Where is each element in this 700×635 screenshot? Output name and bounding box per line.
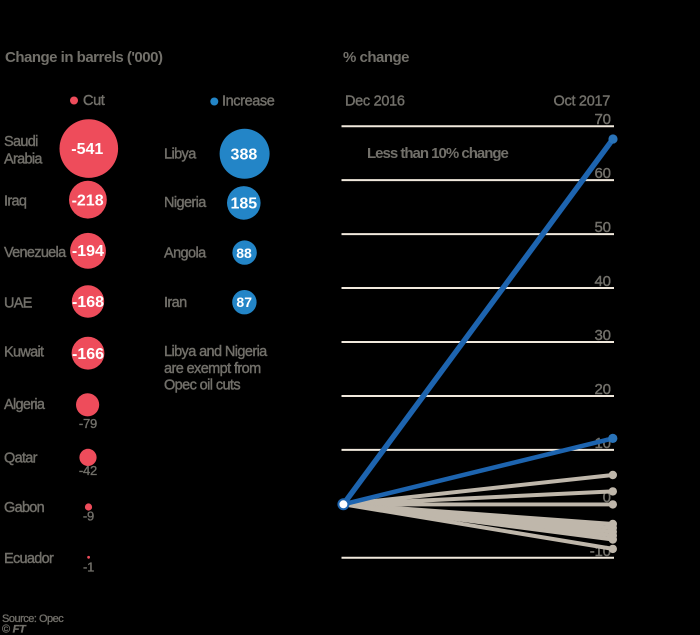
svg-text:185: 185 [230,196,257,213]
svg-text:-9: -9 [83,509,94,524]
svg-text:Qatar: Qatar [4,451,38,467]
svg-text:Ecuador: Ecuador [4,551,54,567]
svg-text:Iran: Iran [164,295,187,311]
svg-text:50: 50 [595,219,611,236]
svg-text:87: 87 [236,294,252,310]
svg-text:Libya: Libya [164,146,197,162]
svg-text:Oct 2017: Oct 2017 [554,93,611,109]
svg-text:Arabia: Arabia [4,152,43,168]
svg-text:Dec 2016: Dec 2016 [345,93,405,109]
svg-text:Iraq: Iraq [4,194,27,210]
svg-text:Increase: Increase [222,94,275,110]
svg-text:-166: -166 [72,346,104,363]
svg-text:0: 0 [603,489,611,506]
svg-text:-42: -42 [79,463,97,478]
svg-text:-168: -168 [72,294,104,311]
svg-text:388: 388 [231,147,258,164]
svg-text:Libya and Nigeria: Libya and Nigeria [164,344,268,360]
svg-text:Change in barrels ('000): Change in barrels ('000) [5,49,163,66]
svg-text:Less than 10% change: Less than 10% change [367,145,509,162]
svg-text:are exempt from: are exempt from [164,361,261,377]
svg-text:-194: -194 [72,243,104,260]
svg-text:Kuwait: Kuwait [4,345,44,361]
svg-text:Venezuela: Venezuela [4,245,67,261]
svg-text:Cut: Cut [83,93,105,109]
svg-text:UAE: UAE [4,296,33,312]
svg-text:Algeria: Algeria [4,397,46,413]
svg-text:40: 40 [595,273,611,290]
svg-text:Nigeria: Nigeria [164,195,207,211]
svg-text:-79: -79 [79,416,97,431]
svg-text:-541: -541 [71,141,103,158]
svg-text:-218: -218 [72,193,104,210]
svg-text:20: 20 [595,381,611,398]
svg-text:Angola: Angola [164,246,207,262]
svg-text:Opec oil cuts: Opec oil cuts [164,378,240,394]
svg-text:Saudi: Saudi [4,134,38,150]
svg-text:© FT: © FT [2,624,27,635]
svg-text:88: 88 [236,245,252,261]
svg-text:70: 70 [595,111,611,128]
svg-text:-1: -1 [83,560,94,575]
svg-text:30: 30 [595,327,611,344]
svg-text:% change: % change [343,49,409,66]
svg-text:Source: Opec: Source: Opec [2,613,64,625]
svg-text:60: 60 [595,165,611,182]
svg-text:Gabon: Gabon [4,500,45,516]
